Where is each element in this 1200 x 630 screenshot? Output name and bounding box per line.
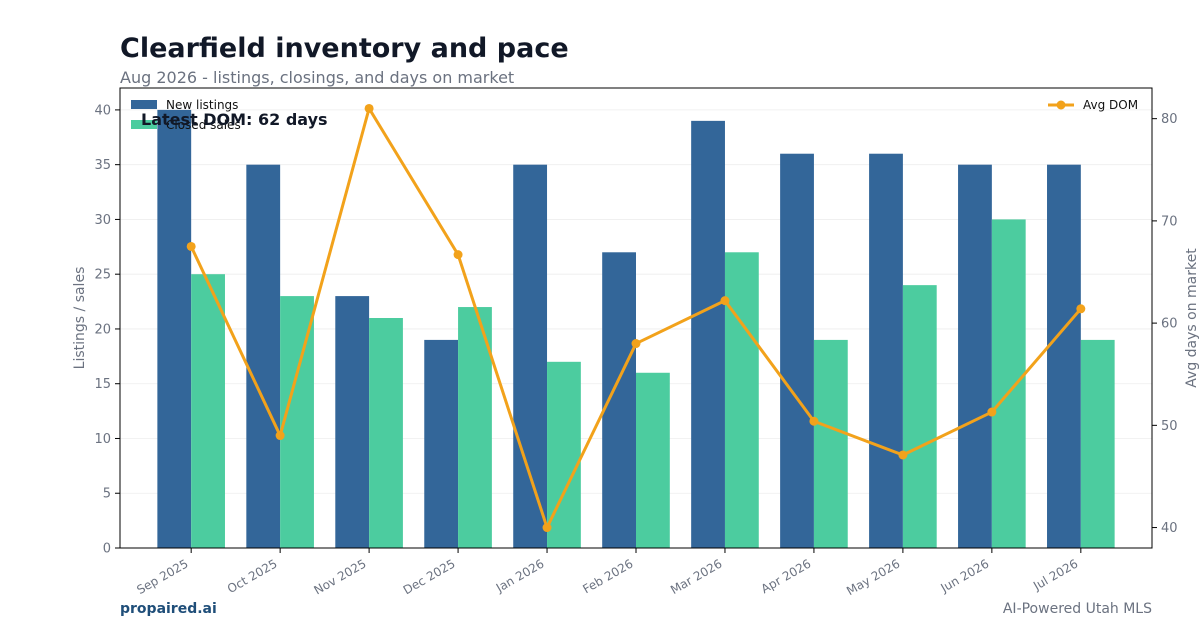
bars-group (157, 109, 1115, 549)
x-tick-label: Mar 2026 (668, 556, 724, 597)
bar-closed-sales (1080, 339, 1115, 548)
x-axis: Sep 2025 Oct 2025 Nov 2025 Dec 2025 Jan 2026… (134, 548, 1082, 598)
legend-right: Avg DOM (1048, 98, 1138, 112)
x-tick-label: Oct 2025 (225, 556, 280, 596)
bar-closed-sales (902, 285, 937, 548)
legend-swatch-new-listings (131, 100, 157, 109)
x-tick-label: May 2026 (844, 556, 902, 598)
legend-swatch-closed-sales (131, 120, 157, 129)
chart-subtitle: Aug 2026 - listings, closings, and days … (120, 68, 515, 87)
bar-new-listings (869, 153, 903, 548)
x-tick-label: Apr 2026 (759, 556, 814, 596)
dom-point (898, 450, 908, 460)
y2-tick-label: 60 (1161, 317, 1178, 332)
dom-point (631, 339, 641, 349)
dom-point (809, 416, 819, 426)
y2-tick-label: 40 (1161, 521, 1178, 536)
y-tick-label: 25 (94, 268, 111, 283)
dom-point (987, 407, 997, 417)
bar-new-listings (335, 296, 370, 548)
legend-left: New listings Closed sales (131, 98, 241, 132)
bar-closed-sales (458, 307, 492, 548)
bar-closed-sales (636, 372, 670, 548)
bar-closed-sales (991, 219, 1026, 548)
bar-closed-sales (191, 274, 225, 548)
y-tick-label: 0 (103, 542, 111, 557)
brand-logo-text: propaired.ai (120, 601, 217, 617)
dom-point (1076, 304, 1086, 314)
bar-new-listings (691, 120, 725, 548)
bar-closed-sales (280, 296, 314, 548)
legend-marker-avg-dom (1056, 100, 1066, 110)
dom-line-group (186, 103, 1086, 533)
dom-point (542, 523, 552, 533)
bar-new-listings (1047, 164, 1081, 548)
bar-closed-sales (813, 339, 848, 548)
x-tick-label: Jul 2026 (1030, 556, 1080, 593)
y-tick-label: 30 (94, 213, 111, 228)
x-tick-label: Jun 2026 (938, 556, 992, 595)
y-tick-label: 35 (94, 158, 111, 173)
y2-tick-label: 70 (1161, 214, 1178, 229)
x-tick-label: Sep 2025 (134, 556, 190, 597)
bar-closed-sales (724, 252, 759, 549)
y2-axis-label: Avg days on market (1184, 248, 1200, 388)
bar-new-listings (958, 164, 992, 548)
legend-label-closed-sales: Closed sales (166, 118, 241, 132)
x-tick-label: Jan 2026 (493, 556, 547, 595)
x-tick-label: Feb 2026 (580, 556, 635, 596)
dom-point (720, 296, 730, 306)
y-tick-label: 40 (94, 103, 111, 118)
x-tick-label: Dec 2025 (401, 556, 458, 597)
bar-new-listings (246, 164, 281, 548)
bar-new-listings (424, 339, 459, 548)
bar-closed-sales (369, 318, 403, 548)
bar-new-listings (513, 164, 548, 548)
bar-new-listings (157, 109, 192, 549)
y-tick-label: 5 (103, 487, 111, 502)
footer-tagline: AI-Powered Utah MLS (1002, 601, 1152, 617)
y2-tick-label: 80 (1161, 112, 1178, 127)
bar-new-listings (780, 153, 814, 548)
legend-label-new-listings: New listings (166, 98, 238, 112)
x-tick-label: Nov 2025 (312, 556, 369, 597)
legend-label-avg-dom: Avg DOM (1083, 98, 1138, 112)
y-axis-label: Listings / sales (72, 267, 88, 370)
dom-point (186, 241, 196, 251)
chart-title: Clearfield inventory and pace (120, 33, 569, 64)
left-y-axis: 0 5 10 15 20 25 30 35 40 (94, 103, 120, 557)
y-tick-label: 15 (94, 377, 111, 392)
y2-tick-label: 50 (1161, 419, 1178, 434)
dom-point (275, 431, 285, 441)
dom-point (453, 250, 463, 260)
y-tick-label: 20 (94, 322, 111, 337)
latest-dom-annotation: Latest DOM: 62 days (141, 110, 328, 129)
right-y-axis: 40 50 60 70 80 (1152, 112, 1178, 536)
dom-point (364, 103, 374, 113)
y-tick-label: 10 (94, 432, 111, 447)
